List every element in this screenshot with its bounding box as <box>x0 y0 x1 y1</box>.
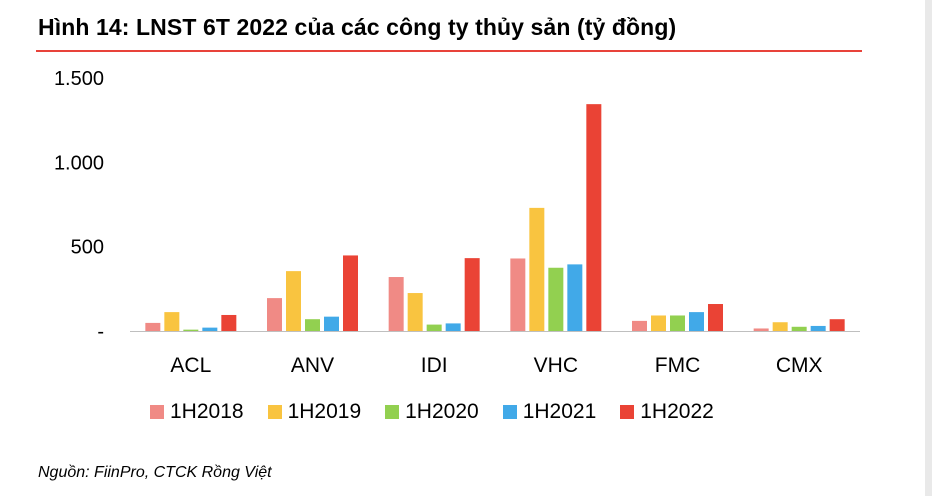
bar-cmx-1h2019 <box>772 322 788 331</box>
legend-item: 1H2022 <box>620 400 714 424</box>
x-category-label: CMX <box>776 354 823 377</box>
legend-swatch <box>502 405 517 419</box>
x-category-label: IDI <box>421 354 448 377</box>
bar-acl-1h2020 <box>183 329 199 331</box>
bar-anv-1h2020 <box>305 319 320 331</box>
bar-cmx-1h2021 <box>810 325 826 331</box>
y-tick-label: 500 <box>71 237 104 259</box>
bar-idi-1h2020 <box>426 324 442 331</box>
x-category-label: ACL <box>170 354 211 377</box>
bar-idi-1h2019 <box>407 293 423 331</box>
y-tick-label: 1.500 <box>54 68 104 90</box>
page-edge <box>925 0 932 496</box>
title-underline <box>36 50 862 52</box>
legend-item: 1H2020 <box>385 400 479 424</box>
x-category-label: FMC <box>655 354 701 377</box>
bar-vhc-1h2020 <box>548 267 564 331</box>
y-axis-labels: - 500 1.000 1.500 <box>54 68 104 343</box>
y-tick-label: - <box>97 321 104 343</box>
legend: 1H2018 1H2019 1H2020 1H2021 1H2022 <box>150 400 738 424</box>
bar-cmx-1h2018 <box>753 328 769 331</box>
bar-fmc-1h2019 <box>651 315 666 331</box>
legend-label: 1H2022 <box>640 400 714 423</box>
bar-fmc-1h2022 <box>708 304 723 331</box>
bar-vhc-1h2019 <box>529 207 545 331</box>
bar-vhc-1h2018 <box>510 258 526 331</box>
legend-label: 1H2018 <box>170 400 244 423</box>
legend-item: 1H2021 <box>502 400 597 424</box>
legend-label: 1H2019 <box>287 400 362 423</box>
bar-vhc-1h2022 <box>586 104 602 331</box>
legend-swatch <box>150 405 164 419</box>
bar-vhc-1h2021 <box>567 264 583 331</box>
bar-fmc-1h2018 <box>632 320 647 331</box>
x-axis-labels: ACL ANV IDI VHC FMC CMX <box>170 354 822 377</box>
legend-swatch <box>620 405 635 419</box>
x-category-label: VHC <box>534 354 578 377</box>
legend-label: 1H2021 <box>522 400 597 423</box>
bar-cmx-1h2020 <box>791 326 807 331</box>
bar-acl-1h2022 <box>221 314 237 331</box>
bar-anv-1h2021 <box>324 316 339 331</box>
legend-item: 1H2018 <box>150 400 244 424</box>
bar-cmx-1h2022 <box>829 319 845 331</box>
legend-swatch <box>385 405 400 419</box>
bar-idi-1h2022 <box>464 258 480 331</box>
bar-acl-1h2018 <box>145 322 161 331</box>
bars <box>145 104 845 331</box>
legend-item: 1H2019 <box>267 400 362 424</box>
source-note: Nguồn: FiinPro, CTCK Rồng Việt <box>38 464 272 481</box>
y-tick-label: 1.000 <box>54 152 104 174</box>
legend-swatch <box>267 405 282 419</box>
bar-acl-1h2019 <box>164 312 180 331</box>
bar-idi-1h2018 <box>388 277 404 331</box>
x-category-label: ANV <box>291 354 334 377</box>
bar-acl-1h2021 <box>202 327 218 331</box>
bar-fmc-1h2021 <box>689 312 704 331</box>
bar-anv-1h2018 <box>267 298 282 331</box>
bar-idi-1h2021 <box>445 323 461 331</box>
legend-label: 1H2020 <box>405 400 479 423</box>
bar-anv-1h2022 <box>343 255 358 331</box>
chart-title: Hình 14: LNST 6T 2022 của các công ty th… <box>38 14 677 40</box>
bar-fmc-1h2020 <box>670 315 685 331</box>
bar-anv-1h2019 <box>286 271 301 331</box>
